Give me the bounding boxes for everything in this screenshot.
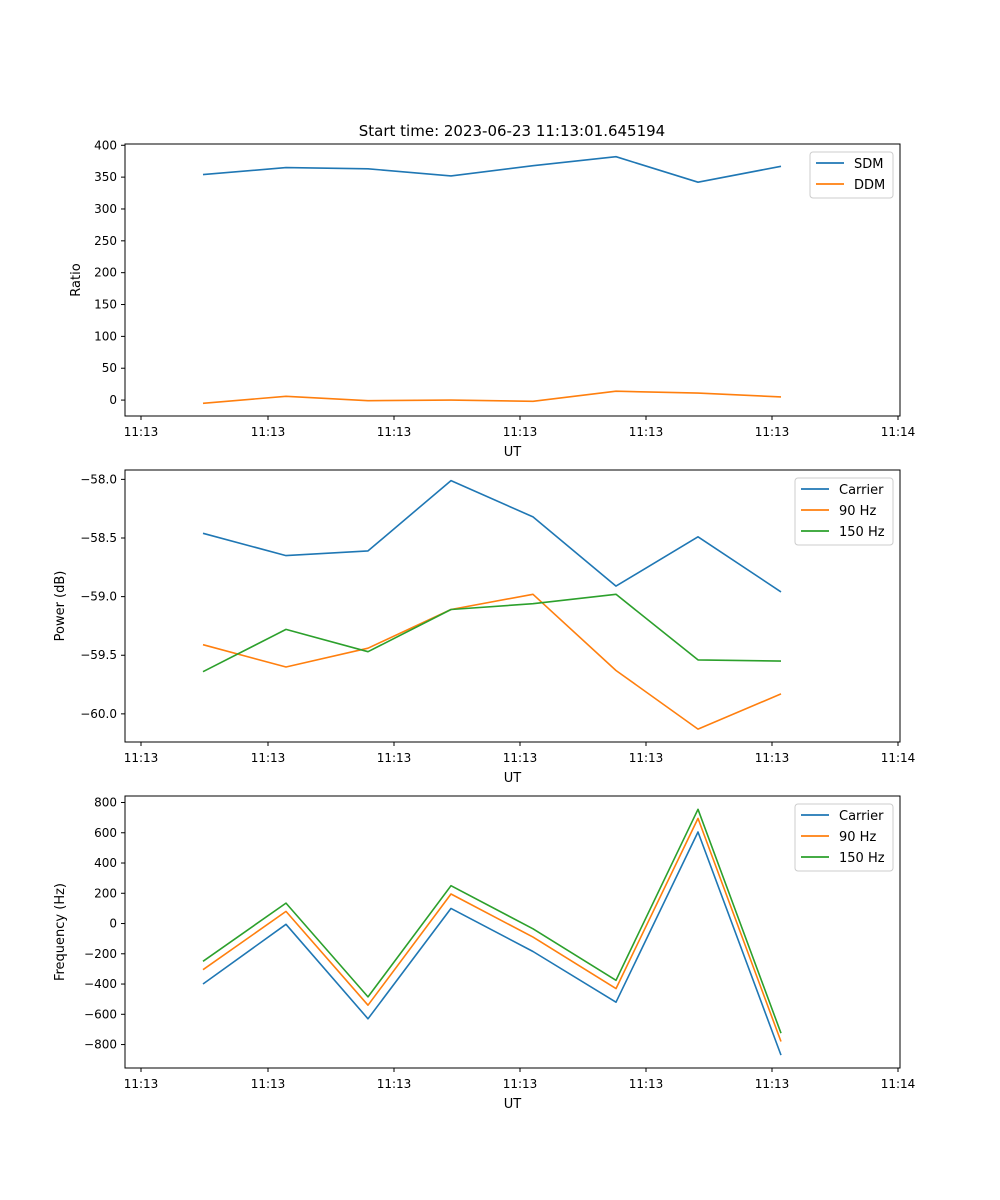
y-tick-label: 350 — [94, 170, 117, 184]
x-tick-label: 11:14 — [881, 425, 916, 439]
y-tick-label: 250 — [94, 234, 117, 248]
legend: SDM DDM — [809, 151, 894, 199]
y-tick-label: 0 — [109, 393, 117, 407]
axes-frame — [124, 795, 901, 1069]
legend-label: Carrier — [839, 809, 884, 824]
y-tick-label: −58.5 — [80, 531, 117, 545]
y-axis-label: Frequency (Hz) — [53, 883, 68, 981]
legend: Carrier 90 Hz 150 Hz — [794, 803, 894, 872]
x-tick-label: 11:13 — [124, 1077, 159, 1091]
x-tick-label: 11:13 — [755, 1077, 790, 1091]
y-tick-label: 200 — [94, 266, 117, 280]
y-tick-label: 150 — [94, 298, 117, 312]
series-line-150-hz — [202, 808, 782, 1034]
x-axis-label: UT — [504, 771, 522, 786]
x-tick-label: 11:13 — [124, 751, 159, 765]
x-tick-label: 11:13 — [755, 425, 790, 439]
series-line-90-hz — [202, 593, 782, 730]
x-tick-label: 11:13 — [124, 425, 159, 439]
x-tick-label: 11:13 — [629, 751, 664, 765]
x-tick-label: 11:13 — [251, 425, 286, 439]
y-tick-label: 100 — [94, 329, 117, 343]
x-axis-label: UT — [504, 1097, 522, 1112]
y-tick-label: −59.5 — [80, 648, 117, 662]
x-tick-label: 11:13 — [629, 425, 664, 439]
legend-label: 90 Hz — [839, 830, 876, 845]
y-tick-label: −58.0 — [80, 472, 117, 486]
legend: Carrier 90 Hz 150 Hz — [794, 477, 894, 546]
y-tick-label: −59.0 — [80, 590, 117, 604]
y-tick-label: 200 — [94, 886, 117, 900]
panel-3: 11:13 11:13 11:13 11:13 11:13 11:13 11:14 −800 −… — [53, 795, 916, 1112]
legend-label: Carrier — [839, 483, 884, 498]
y-tick-label: −800 — [84, 1038, 117, 1052]
y-tick-label: 600 — [94, 826, 117, 840]
y-tick-label: −60.0 — [80, 707, 117, 721]
y-tick-label: 0 — [109, 917, 117, 931]
axes-frame — [124, 143, 901, 417]
series-line-90-hz — [202, 817, 782, 1042]
x-tick-label: 11:13 — [377, 425, 412, 439]
x-tick-label: 11:13 — [377, 751, 412, 765]
y-axis-label: Power (dB) — [53, 571, 68, 642]
series-line-ddm — [202, 390, 782, 405]
legend-label: DDM — [854, 178, 885, 193]
series-line-carrier — [202, 479, 782, 593]
x-tick-label: 11:13 — [629, 1077, 664, 1091]
panel-2: 11:13 11:13 11:13 11:13 11:13 11:13 11:14 −60.0… — [53, 469, 916, 786]
y-tick-label: 800 — [94, 796, 117, 810]
panel-1: 11:13 11:13 11:13 11:13 11:13 11:13 11:14 0 50 10… — [69, 138, 915, 460]
figure-title: Start time: 2023-06-23 11:13:01.645194 — [359, 122, 665, 140]
series-line-carrier — [202, 831, 782, 1056]
y-tick-label: 50 — [102, 361, 117, 375]
series-line-150-hz — [202, 593, 782, 673]
x-tick-label: 11:13 — [503, 1077, 538, 1091]
y-tick-label: −600 — [84, 1007, 117, 1021]
x-tick-label: 11:13 — [377, 1077, 412, 1091]
x-tick-label: 11:14 — [881, 1077, 916, 1091]
x-axis-label: UT — [504, 445, 522, 460]
x-tick-label: 11:13 — [503, 751, 538, 765]
legend-label: SDM — [854, 157, 883, 172]
x-tick-label: 11:14 — [881, 751, 916, 765]
y-axis-label: Ratio — [69, 263, 84, 296]
y-tick-label: −200 — [84, 947, 117, 961]
legend-label: 150 Hz — [839, 525, 885, 540]
legend-box — [794, 803, 894, 872]
y-tick-label: 400 — [94, 138, 117, 152]
y-tick-label: 400 — [94, 856, 117, 870]
x-tick-label: 11:13 — [251, 1077, 286, 1091]
x-tick-label: 11:13 — [503, 425, 538, 439]
axes-frame — [124, 469, 901, 743]
y-tick-label: 300 — [94, 202, 117, 216]
legend-label: 150 Hz — [839, 851, 885, 866]
x-tick-label: 11:13 — [251, 751, 286, 765]
series-line-sdm — [202, 155, 782, 183]
legend-label: 90 Hz — [839, 504, 876, 519]
y-tick-label: −400 — [84, 977, 117, 991]
x-tick-label: 11:13 — [755, 751, 790, 765]
legend-box — [794, 477, 894, 546]
